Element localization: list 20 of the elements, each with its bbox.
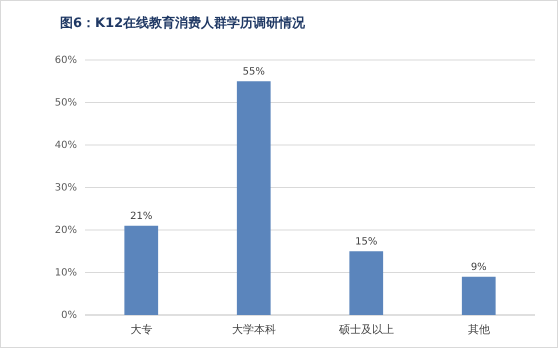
data-label: 21% <box>130 210 152 222</box>
bar <box>124 226 158 315</box>
bar <box>462 276 496 315</box>
y-tick-label: 40% <box>54 140 77 152</box>
y-tick-label: 60% <box>54 55 77 66</box>
y-tick-label: 0% <box>61 310 77 322</box>
data-label: 9% <box>470 262 487 273</box>
y-tick-label: 20% <box>54 225 77 236</box>
y-tick-label: 10% <box>54 268 77 279</box>
x-tick-label: 其他 <box>468 322 490 336</box>
chart-title: 图6：K12在线教育消费人群学历调研情况 <box>60 15 306 31</box>
bar <box>236 81 271 315</box>
bar <box>349 251 384 315</box>
y-tick-label: 30% <box>54 182 77 194</box>
y-tick-label: 50% <box>54 98 77 109</box>
data-label: 55% <box>242 66 265 78</box>
x-tick-label: 大专 <box>130 322 152 336</box>
x-tick-label: 大学本科 <box>232 322 276 336</box>
x-tick-label: 硕士及以上 <box>338 322 394 336</box>
data-label: 15% <box>355 236 378 248</box>
